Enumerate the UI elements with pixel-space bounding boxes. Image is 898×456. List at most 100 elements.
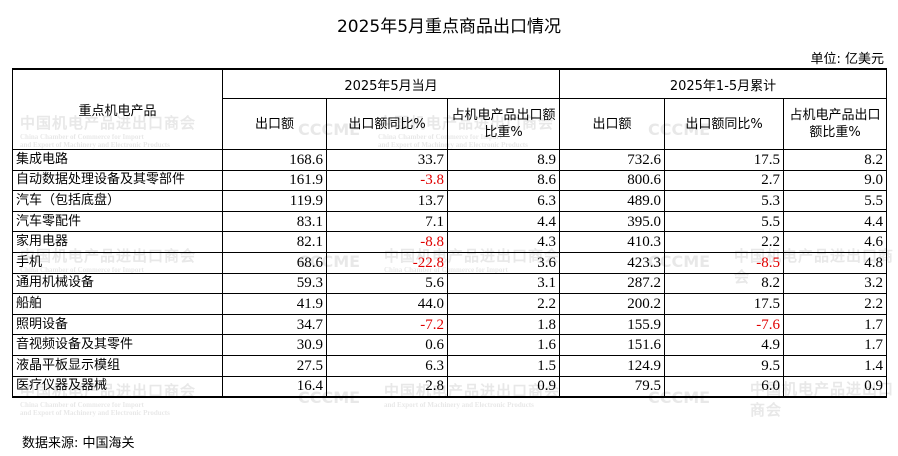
cell-y-share: 4.4	[782, 210, 888, 233]
cell-m-yoy: -3.8	[326, 169, 448, 192]
cell-y-export: 79.5	[559, 375, 665, 398]
export-table: 重点机电产品 2025年5月当月 2025年1-5月累计 出口额 出口额同比% …	[12, 68, 888, 399]
cell-y-share: 9.0	[782, 169, 888, 192]
cell-m-yoy: 5.6	[326, 272, 448, 295]
cell-m-yoy: 44.0	[326, 293, 448, 315]
cell-m-share: 1.8	[447, 313, 560, 336]
cell-m-export: 168.6	[222, 149, 327, 171]
cell-y-share: 0.9	[782, 375, 888, 398]
cell-m-share: 1.5	[447, 354, 560, 377]
product-name: 汽车（包括底盘）	[12, 190, 223, 212]
cell-y-export: 151.6	[559, 334, 665, 356]
cell-y-share: 3.2	[782, 272, 888, 295]
table-row: 照明设备 34.7 -7.2 1.8 155.9 -7.6 1.7	[12, 313, 888, 336]
cell-y-yoy: 5.5	[664, 210, 784, 233]
cell-m-yoy: -22.8	[326, 251, 448, 274]
cell-y-share: 1.4	[782, 354, 888, 377]
cell-y-share: 5.5	[782, 190, 888, 212]
cell-y-share: 2.2	[782, 293, 888, 315]
cell-y-share: 8.2	[782, 149, 888, 171]
cell-y-yoy: 17.5	[664, 293, 784, 315]
column-header: 出口额	[559, 98, 665, 150]
cell-y-yoy: 5.3	[664, 190, 784, 212]
cell-m-yoy: -7.2	[326, 313, 448, 336]
cell-m-export: 59.3	[222, 272, 327, 295]
table-row: 医疗仪器及器械 16.4 2.8 0.9 79.5 6.0 0.9	[12, 375, 888, 398]
group-header-ytd: 2025年1-5月累计	[558, 68, 888, 99]
table-row: 船舶 41.9 44.0 2.2 200.2 17.5 2.2	[12, 293, 888, 315]
product-name: 汽车零配件	[12, 210, 223, 233]
source-note: 数据来源: 中国海关	[22, 436, 135, 451]
column-header: 出口额同比%	[326, 98, 448, 150]
cell-m-export: 82.1	[222, 231, 327, 253]
product-name: 手机	[12, 251, 223, 274]
table-row: 汽车（包括底盘） 119.9 13.7 6.3 489.0 5.3 5.5	[12, 190, 888, 212]
unit-label: 单位: 亿美元	[810, 52, 884, 67]
product-name: 液晶平板显示模组	[12, 354, 223, 377]
cell-y-share: 1.7	[782, 313, 888, 336]
product-name: 医疗仪器及器械	[12, 375, 223, 398]
cell-y-yoy: 4.9	[664, 334, 784, 356]
cell-m-export: 68.6	[222, 251, 327, 274]
product-name: 照明设备	[12, 313, 223, 336]
cell-m-export: 34.7	[222, 313, 327, 336]
cell-m-export: 83.1	[222, 210, 327, 233]
column-header: 占机电产品出口额比重%	[782, 98, 888, 150]
watermark-en: and Export of Machinery and Electronic P…	[20, 409, 170, 417]
cell-m-share: 8.6	[447, 169, 560, 192]
cell-m-yoy: 7.1	[326, 210, 448, 233]
cell-y-export: 489.0	[559, 190, 665, 212]
cell-m-export: 161.9	[222, 169, 327, 192]
cell-m-share: 4.4	[447, 210, 560, 233]
cell-m-yoy: 13.7	[326, 190, 448, 212]
cell-y-yoy: 2.7	[664, 169, 784, 192]
cell-m-share: 6.3	[447, 190, 560, 212]
cell-m-yoy: 33.7	[326, 149, 448, 171]
cell-m-export: 16.4	[222, 375, 327, 398]
cell-m-share: 0.9	[447, 375, 560, 398]
cell-y-share: 4.6	[782, 231, 888, 253]
cell-m-yoy: 2.8	[326, 375, 448, 398]
cell-y-yoy: 9.5	[664, 354, 784, 377]
table-row: 通用机械设备 59.3 5.6 3.1 287.2 8.2 3.2	[12, 272, 888, 295]
cell-y-share: 1.7	[782, 334, 888, 356]
column-header: 出口额	[222, 98, 327, 150]
cell-m-share: 3.6	[447, 251, 560, 274]
cell-y-export: 200.2	[559, 293, 665, 315]
cell-y-share: 4.8	[782, 251, 888, 274]
cell-y-export: 155.9	[559, 313, 665, 336]
cell-y-export: 287.2	[559, 272, 665, 295]
watermark-en: China Chamber of Commerce for Import	[20, 401, 144, 409]
cell-m-export: 30.9	[222, 334, 327, 356]
product-name: 通用机械设备	[12, 272, 223, 295]
cell-y-yoy: -7.6	[664, 313, 784, 336]
row-header: 重点机电产品	[12, 68, 223, 150]
cell-y-yoy: 17.5	[664, 149, 784, 171]
cell-y-export: 410.3	[559, 231, 665, 253]
cell-y-export: 423.3	[559, 251, 665, 274]
cell-m-yoy: -8.8	[326, 231, 448, 253]
column-header: 占机电产品出口额比重%	[447, 98, 560, 150]
cell-m-share: 8.9	[447, 149, 560, 171]
product-name: 集成电路	[12, 149, 223, 171]
cell-m-yoy: 6.3	[326, 354, 448, 377]
table-row: 手机 68.6 -22.8 3.6 423.3 -8.5 4.8	[12, 251, 888, 274]
table-row: 家用电器 82.1 -8.8 4.3 410.3 2.2 4.6	[12, 231, 888, 253]
table-row: 汽车零配件 83.1 7.1 4.4 395.0 5.5 4.4	[12, 210, 888, 233]
product-name: 自动数据处理设备及其零部件	[12, 169, 223, 192]
cell-m-export: 119.9	[222, 190, 327, 212]
table-row: 液晶平板显示模组 27.5 6.3 1.5 124.9 9.5 1.4	[12, 354, 888, 377]
page-title: 2025年5月重点商品出口情况	[336, 17, 562, 37]
cell-m-share: 3.1	[447, 272, 560, 295]
group-header-month: 2025年5月当月	[222, 68, 560, 99]
table-body: 集成电路 168.6 33.7 8.9 732.6 17.5 8.2 自动数据处理设备及其零部…	[12, 149, 888, 398]
cell-y-export: 124.9	[559, 354, 665, 377]
column-header: 出口额同比%	[664, 98, 784, 150]
cell-y-yoy: 2.2	[664, 231, 784, 253]
product-name: 家用电器	[12, 231, 223, 253]
product-name: 音视频设备及其零件	[12, 334, 223, 356]
cell-m-share: 1.6	[447, 334, 560, 356]
cell-y-export: 395.0	[559, 210, 665, 233]
cell-y-yoy: -8.5	[664, 251, 784, 274]
cell-m-export: 27.5	[222, 354, 327, 377]
